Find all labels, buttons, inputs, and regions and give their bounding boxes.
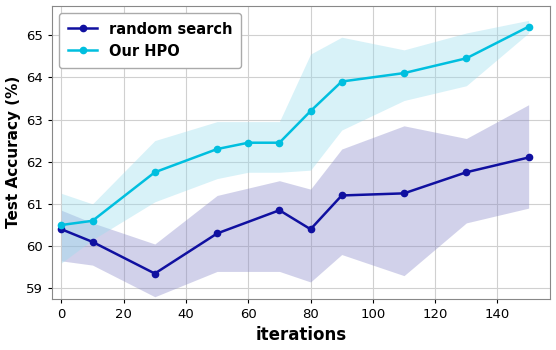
random search <box>401 191 408 195</box>
Y-axis label: Test Accuracy (%): Test Accuracy (%) <box>6 76 21 228</box>
random search <box>58 227 64 231</box>
Our HPO <box>525 25 532 29</box>
Our HPO <box>89 219 96 223</box>
random search <box>525 155 532 160</box>
Our HPO <box>151 170 158 174</box>
random search <box>276 208 283 212</box>
Our HPO <box>307 109 314 113</box>
random search <box>151 272 158 276</box>
Our HPO <box>58 223 64 227</box>
random search <box>463 170 470 174</box>
Our HPO <box>214 147 221 151</box>
Our HPO <box>339 79 345 84</box>
Legend: random search, Our HPO: random search, Our HPO <box>59 13 241 68</box>
random search <box>339 193 345 197</box>
Line: random search: random search <box>58 154 532 276</box>
Our HPO <box>276 141 283 145</box>
random search <box>89 240 96 244</box>
Our HPO <box>463 56 470 61</box>
random search <box>214 231 221 236</box>
Our HPO <box>401 71 408 75</box>
Our HPO <box>245 141 252 145</box>
Line: Our HPO: Our HPO <box>58 23 532 228</box>
random search <box>307 227 314 231</box>
X-axis label: iterations: iterations <box>256 327 347 344</box>
